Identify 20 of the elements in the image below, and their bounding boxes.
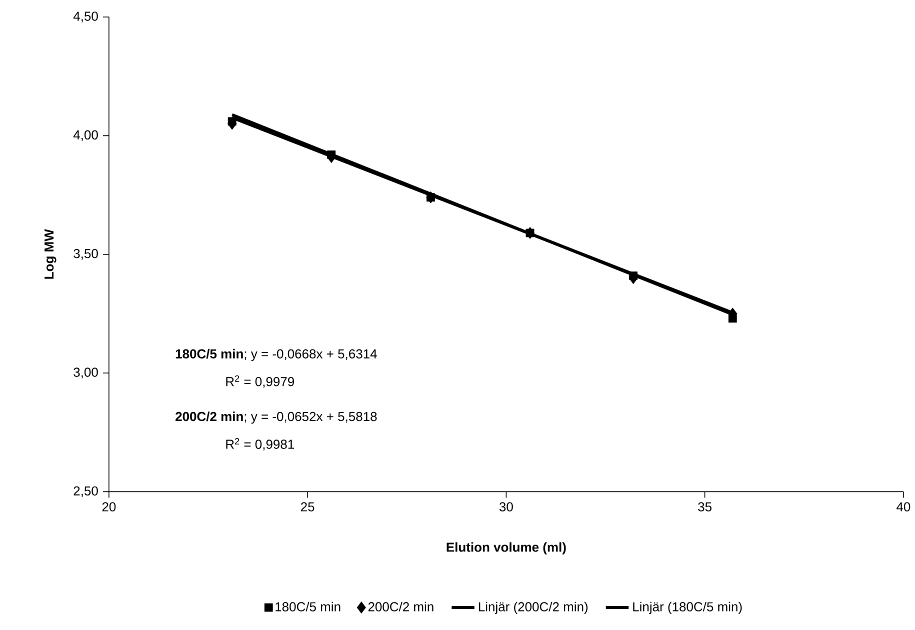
y-tick-label: 4,00	[73, 130, 98, 142]
x-axis-title: Elution volume (ml)	[446, 542, 566, 555]
y-tick-label: 2,50	[74, 486, 98, 498]
legend-label: Linjär (180C/5 min)	[633, 602, 742, 614]
x-tick-label: 40	[896, 502, 910, 512]
x-tick-label: 35	[698, 502, 712, 512]
x-tick-label: 20	[102, 502, 116, 512]
legend-label: 180C/5 min	[276, 602, 340, 612]
annotation: R$^{2}$ = 0,9981	[226, 438, 294, 451]
annotation: 180C/5 min; y = -0,0668x + 5,6314	[176, 349, 377, 362]
legend-label: 200C/2 min	[368, 602, 434, 612]
x-tick-label: 30	[499, 502, 513, 512]
annotation: 200C/2 min; y = -0,0652x + 5,5818	[176, 412, 377, 424]
y-axis-title: Log MW	[44, 229, 56, 279]
annotation: R$^{2}$ = 0,9979	[226, 376, 294, 388]
y-tick-label: 4,50	[73, 12, 98, 23]
x-tick-label: 25	[301, 502, 314, 512]
y-tick-label: 3,00	[74, 368, 98, 379]
y-tick-label: 3,50	[74, 249, 98, 260]
legend-label: Linjär (200C/2 min)	[478, 602, 588, 614]
